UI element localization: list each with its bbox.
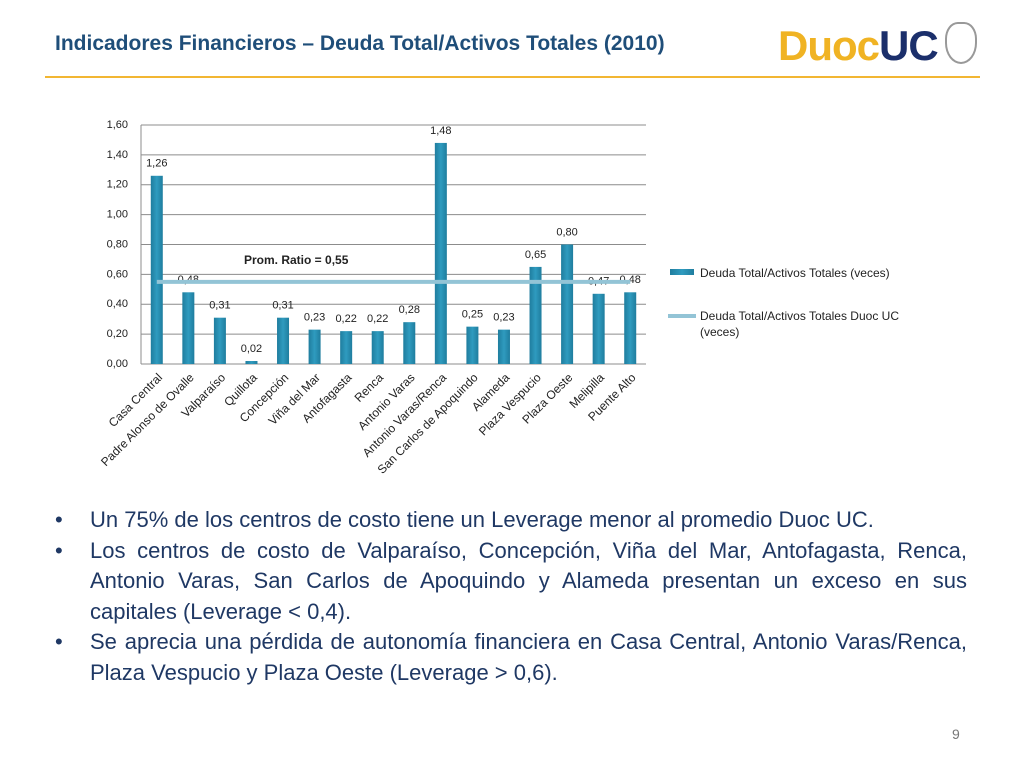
bar [340, 331, 353, 364]
header-rule [45, 76, 980, 78]
data-label: 0,31 [272, 300, 293, 312]
data-label: 0,22 [335, 313, 356, 325]
data-label: 1,26 [146, 158, 167, 170]
bar [497, 329, 510, 364]
bar [434, 142, 447, 364]
bar [529, 266, 542, 364]
y-tick-label: 1,40 [107, 149, 128, 161]
data-label: 0,02 [241, 343, 262, 355]
bar [150, 175, 163, 364]
annotation: Prom. Ratio = 0,55 [244, 253, 349, 267]
y-tick-label: 0,40 [107, 298, 128, 310]
bar [245, 361, 258, 364]
y-tick-label: 0,20 [107, 328, 128, 340]
data-label: 0,65 [525, 249, 546, 261]
data-label: 0,31 [209, 300, 230, 312]
bar [213, 317, 226, 364]
data-label: 0,23 [493, 312, 514, 324]
data-label: 1,48 [430, 125, 451, 137]
bar [277, 317, 290, 364]
legend-swatch [670, 269, 694, 275]
legend-label: Deuda Total/Activos Totales Duoc UC (vec… [700, 309, 899, 339]
data-label: 0,22 [367, 313, 388, 325]
chart: 0,00 0,20 0,40 0,60 0,80 1,00 1,20 1,40 1,60 1,26… [98, 119, 696, 477]
y-tick-label: 1,60 [107, 119, 128, 131]
bar [624, 292, 637, 364]
logo: DuocUC [778, 22, 939, 70]
legend-label: Deuda Total/Activos Totales (veces) [700, 266, 890, 280]
y-tick-label: 0,60 [107, 268, 128, 280]
logo-left: Duoc [778, 22, 880, 69]
bullet: Se aprecia una pérdida de autonomía fina… [55, 627, 967, 688]
bar [403, 322, 416, 364]
y-tick-label: 1,20 [107, 179, 128, 191]
data-label: 0,23 [304, 312, 325, 324]
bar [182, 292, 195, 364]
slide-title: Indicadores Financieros – Deuda Total/Ac… [55, 32, 665, 55]
data-label: 0,80 [556, 226, 577, 238]
bar [466, 326, 479, 364]
bar [592, 293, 605, 364]
bar [308, 329, 321, 364]
logo-right: UC [879, 22, 939, 69]
y-tick-label: 1,00 [107, 209, 128, 221]
bar [561, 244, 574, 364]
logo-seal [945, 22, 977, 64]
data-label: 0,25 [462, 309, 483, 321]
bullet: Un 75% de los centros de costo tiene un … [55, 505, 967, 536]
page-number: 9 [952, 726, 960, 742]
bar [371, 331, 384, 364]
y-tick-label: 0,00 [107, 358, 128, 370]
data-label: 0,28 [399, 304, 420, 316]
bullet-list: Un 75% de los centros de costo tiene un … [55, 505, 967, 688]
bullet: Los centros de costo de Valparaíso, Conc… [55, 536, 967, 628]
y-tick-label: 0,80 [107, 238, 128, 250]
